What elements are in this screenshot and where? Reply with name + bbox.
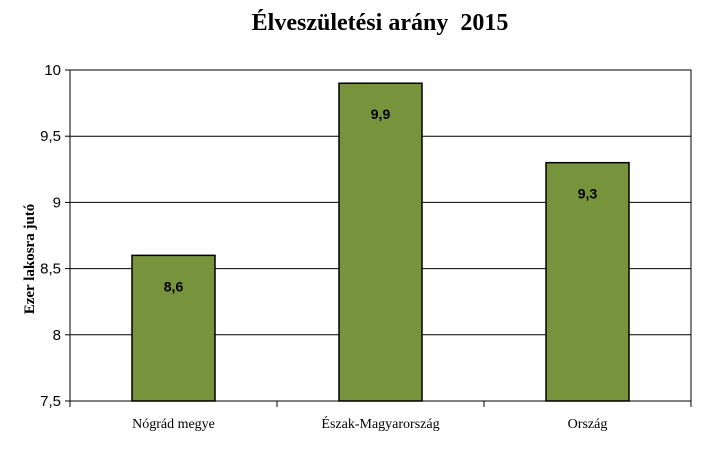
- x-tick-label: Észak-Magyarország: [321, 415, 439, 432]
- bar: [131, 254, 216, 402]
- plot-border: [69, 69, 692, 402]
- data-label: 8,6: [164, 278, 184, 294]
- bars: [131, 82, 630, 402]
- y-tick-label: 8: [53, 327, 61, 344]
- y-tick-label: 8,5: [40, 261, 61, 278]
- chart-title: Élveszületési arány 2015: [251, 10, 509, 36]
- y-axis-title: Ezer lakosra jutó: [22, 204, 38, 315]
- labels: 7,5 8 8,5 9 9,5 10 8,6 Nógrád megye 9,9 Észak-Mag…: [40, 62, 607, 432]
- bar: [545, 161, 630, 402]
- x-tick-label: Nógrád megye: [132, 417, 215, 432]
- data-label: 9,3: [578, 186, 598, 202]
- data-label: 9,9: [371, 106, 391, 122]
- y-tick-label: 10: [44, 62, 61, 79]
- y-tick-label: 7,5: [40, 393, 61, 410]
- bar: [338, 82, 423, 402]
- axes: [65, 69, 692, 407]
- y-tick-label: 9,5: [40, 128, 61, 145]
- x-tick-label: Ország: [568, 417, 608, 432]
- y-tick-label: 9: [53, 194, 61, 211]
